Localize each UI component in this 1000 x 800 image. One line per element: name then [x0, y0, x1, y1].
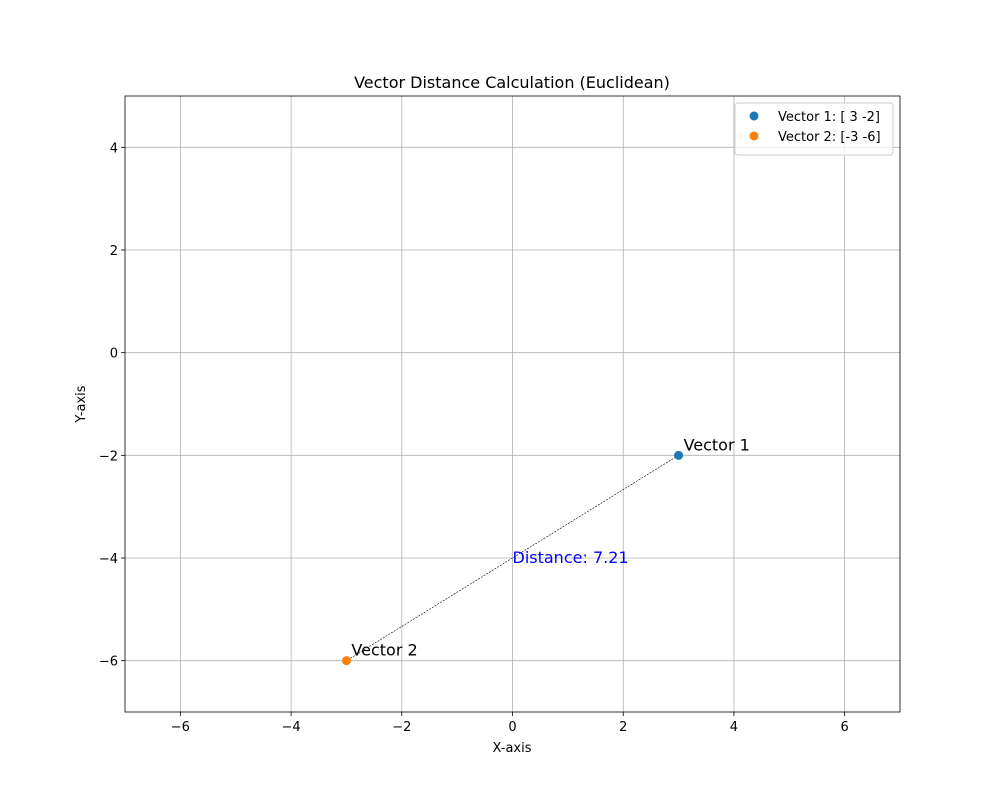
- y-axis-label: Y-axis: [74, 385, 89, 423]
- x-tick-label: 4: [730, 720, 738, 735]
- legend-label: Vector 2: [-3 -6]: [778, 130, 881, 145]
- y-tick-label: −2: [99, 449, 118, 464]
- y-tick-label: 2: [110, 244, 118, 259]
- distance-line: [346, 455, 679, 661]
- y-tick-label: −6: [99, 655, 118, 670]
- point: [341, 656, 351, 666]
- legend-marker: [749, 111, 759, 121]
- y-tick-label: −4: [99, 552, 118, 567]
- x-tick-label: −2: [392, 720, 411, 735]
- x-tick-label: −6: [171, 720, 190, 735]
- legend-label: Vector 1: [ 3 -2]: [778, 110, 880, 125]
- x-tick-label: 6: [841, 720, 849, 735]
- x-tick-label: 0: [508, 720, 516, 735]
- legend-box: [734, 102, 894, 156]
- point: [674, 450, 684, 460]
- distance-label: Distance: 7.21: [513, 548, 629, 567]
- x-axis-label: X-axis: [493, 741, 532, 756]
- y-tick-label: 4: [110, 141, 118, 156]
- legend-marker: [749, 131, 759, 141]
- point-label: Vector 1: [684, 435, 750, 454]
- chart-title: Vector Distance Calculation (Euclidean): [354, 73, 670, 92]
- x-tick-label: −4: [281, 720, 300, 735]
- plot-frame: [124, 95, 901, 713]
- x-tick-label: 2: [619, 720, 627, 735]
- point-label: Vector 2: [351, 641, 417, 660]
- y-tick-label: 0: [110, 347, 118, 362]
